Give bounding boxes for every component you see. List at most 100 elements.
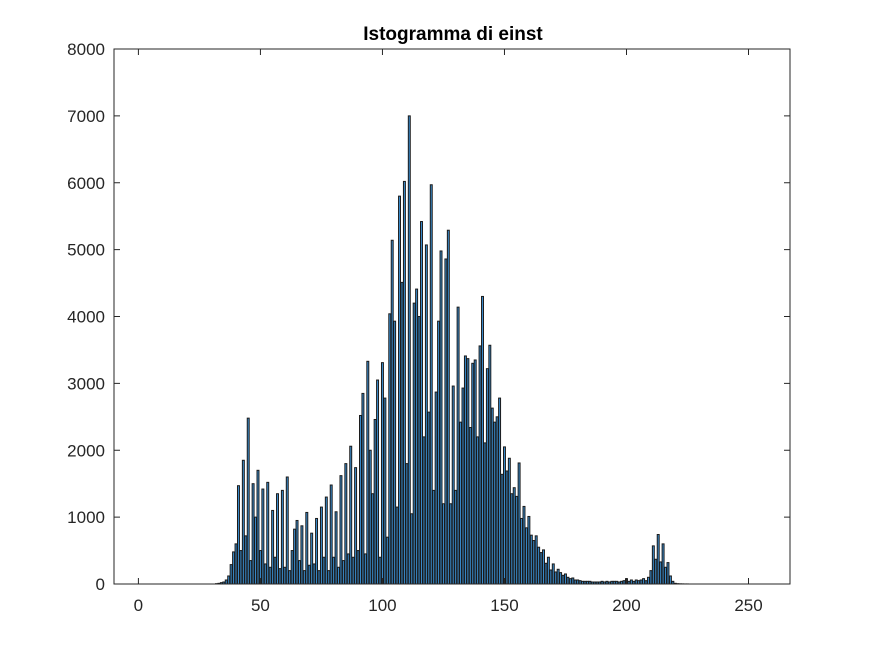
histogram-bar — [656, 534, 660, 585]
histogram-bar — [529, 534, 533, 585]
histogram-bar — [564, 573, 567, 585]
histogram-bar — [319, 506, 323, 585]
histogram-bar — [485, 368, 489, 585]
histogram-bar — [649, 570, 653, 585]
histogram-bar — [317, 570, 321, 585]
histogram-bar — [561, 574, 565, 585]
histogram-bar — [576, 579, 580, 585]
histogram-bar — [356, 550, 360, 585]
chart-title: Istogramma di einst — [363, 24, 543, 45]
histogram-bar — [234, 543, 238, 585]
x-tick-label: 100 — [368, 596, 396, 615]
histogram-bar — [532, 540, 536, 585]
y-tick-label: 7000 — [67, 107, 105, 126]
histogram-bar — [534, 535, 538, 585]
histogram-bar — [642, 578, 646, 585]
histogram-bar — [232, 551, 236, 585]
histogram-bar — [410, 513, 414, 585]
histogram-bar — [422, 436, 426, 585]
histogram-bar — [302, 570, 306, 585]
histogram-bar — [493, 421, 497, 585]
histogram-bar — [339, 475, 343, 585]
histogram-bar — [293, 528, 297, 585]
histogram-bar — [434, 391, 438, 585]
histogram-bar — [573, 579, 577, 585]
x-tick-label: 0 — [134, 596, 143, 615]
histogram-bar — [651, 545, 655, 585]
histogram-bar — [551, 563, 555, 585]
histogram-bar — [241, 459, 245, 585]
histogram-bar — [554, 571, 558, 585]
histogram-bar — [351, 556, 355, 585]
histogram-bar — [385, 536, 389, 585]
y-tick-label: 4000 — [67, 308, 105, 327]
histogram-bar — [542, 549, 545, 585]
histogram-bar — [544, 562, 548, 585]
histogram-bar — [373, 418, 377, 585]
histogram-bar — [329, 484, 333, 585]
y-tick-label: 8000 — [67, 40, 105, 59]
y-tick-label: 0 — [96, 575, 105, 594]
histogram-bar — [478, 345, 482, 585]
y-tick-label: 3000 — [67, 374, 105, 393]
histogram-bar — [476, 436, 480, 585]
histogram-bar — [307, 564, 311, 585]
histogram-bar — [295, 519, 299, 585]
histogram-bar — [263, 563, 267, 585]
histogram-bar — [539, 552, 543, 585]
histogram-bar — [549, 569, 553, 585]
histogram-bar — [510, 493, 514, 585]
histogram-bar — [481, 295, 484, 585]
histogram-bar — [310, 532, 314, 585]
histogram-bar — [468, 427, 472, 585]
histogram-bar — [666, 562, 670, 585]
histogram-bar — [278, 568, 282, 585]
histogram-bar — [437, 320, 441, 585]
histogram-bar — [527, 515, 531, 585]
histogram-bar — [441, 503, 445, 585]
histogram-bar — [646, 576, 650, 585]
histogram-bar — [463, 355, 467, 585]
histogram-bar — [300, 525, 304, 585]
histogram-bar — [341, 560, 345, 585]
histogram-bar — [524, 527, 528, 585]
histogram-bar — [546, 556, 550, 585]
histogram-bar — [315, 517, 319, 585]
histogram-bar — [659, 561, 663, 585]
histogram-bar — [451, 385, 455, 585]
histogram-bar — [502, 446, 506, 585]
histogram-bar — [390, 239, 394, 585]
histogram-bar — [346, 553, 350, 585]
histogram-bar — [398, 195, 401, 585]
x-axis-ticks: 0 50 100 150 200 250 — [134, 49, 763, 615]
histogram-bar — [495, 416, 499, 585]
histogram-bar — [473, 359, 477, 585]
histogram-bar — [556, 568, 560, 585]
histogram-bar — [239, 550, 243, 585]
histogram-bar — [420, 221, 423, 585]
histogram-bar — [417, 316, 421, 585]
histogram-bar — [354, 467, 358, 585]
histogram-bar — [256, 469, 260, 585]
histogram-bar — [249, 560, 253, 585]
histogram-bar — [537, 546, 541, 585]
histogram-bar — [380, 362, 384, 585]
histogram-bar — [515, 495, 519, 585]
histogram-bar — [376, 379, 380, 585]
histogram-bar — [517, 462, 521, 585]
histogram-bar — [522, 505, 526, 585]
histogram-bar — [236, 485, 240, 585]
y-tick-label: 2000 — [67, 441, 105, 460]
histogram-bar — [327, 570, 331, 585]
histogram-bar — [664, 566, 668, 585]
histogram-bar — [427, 411, 431, 585]
histogram-bar — [288, 570, 292, 585]
histogram-bar — [290, 550, 294, 585]
histogram-bar — [466, 358, 470, 585]
histogram-bar — [246, 417, 250, 585]
x-tick-label: 250 — [734, 596, 762, 615]
histogram-bar — [407, 115, 411, 585]
histogram-bar — [254, 516, 258, 585]
x-tick-label: 150 — [490, 596, 518, 615]
